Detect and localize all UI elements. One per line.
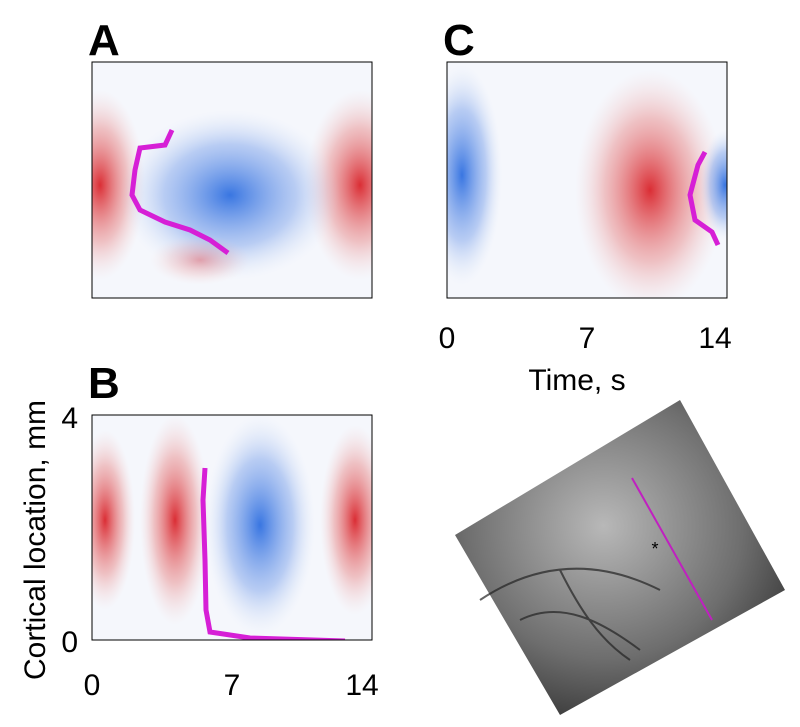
heatmap-b (92, 415, 372, 640)
x-axis-label: Time, s (528, 364, 625, 397)
svg-text:*: * (651, 539, 658, 559)
frame (91, 61, 373, 299)
panel-label: A (88, 16, 120, 65)
panel-label: B (88, 359, 120, 408)
brain-image: * (455, 400, 785, 715)
frame (91, 414, 373, 641)
x-tick-label: 7 (224, 669, 241, 702)
y-axis-label: Cortical location, mm (19, 400, 52, 680)
x-tick-label: 14 (698, 322, 731, 355)
frame (446, 61, 728, 299)
x-tick-label: 7 (579, 322, 596, 355)
heatmap-c (447, 62, 727, 298)
x-tick-label: 14 (345, 669, 378, 702)
x-tick-label: 0 (84, 669, 101, 702)
heatmap-a (92, 62, 372, 298)
x-tick-label: 0 (439, 322, 456, 355)
y-tick-label: 4 (61, 402, 78, 435)
panel-label: C (443, 16, 475, 65)
y-tick-label: 0 (61, 626, 78, 659)
